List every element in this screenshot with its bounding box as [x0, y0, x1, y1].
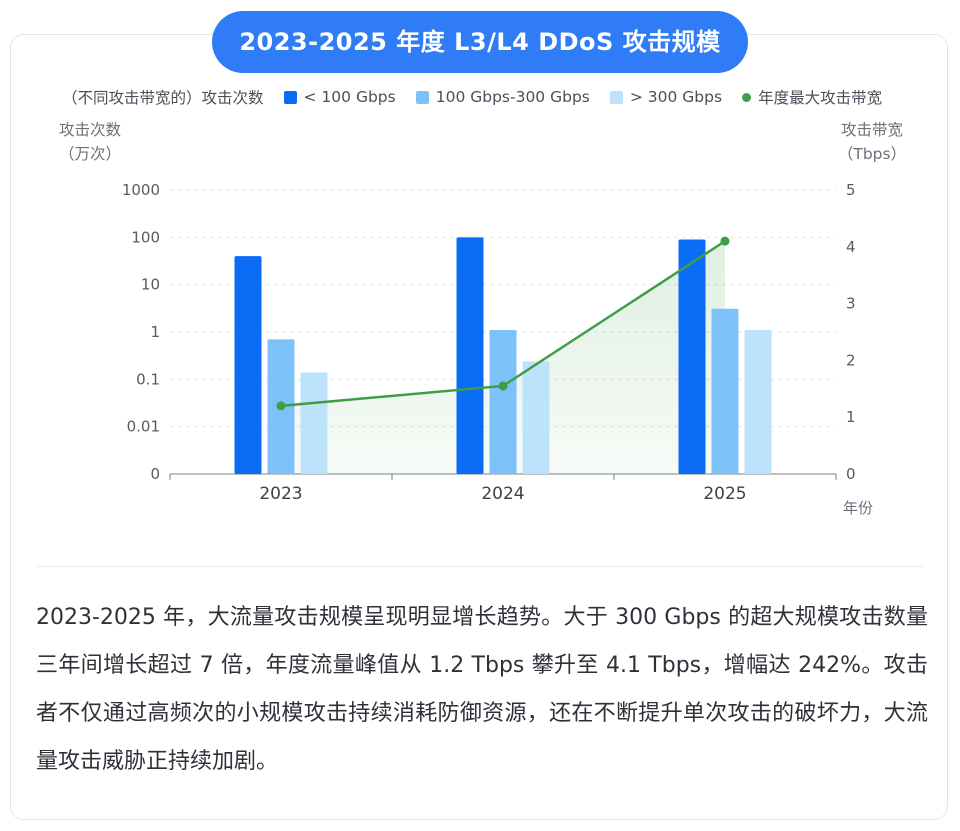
bar — [489, 330, 517, 474]
left-tick-label: 1 — [150, 323, 160, 341]
left-tick-label: 100 — [131, 228, 160, 246]
right-tick-label: 0 — [846, 465, 856, 483]
bar — [744, 330, 772, 474]
legend-prefix: （不同攻击带宽的）攻击次数 — [62, 89, 264, 107]
left-tick-label: 0.1 — [136, 370, 160, 388]
legend-swatch-lt100 — [283, 90, 297, 104]
legend-label-100-300: 100 Gbps-300 Gbps — [435, 88, 590, 106]
chart-plot: 0 0.01 0.1 1 10 100 1000 0 1 2 3 4 5 2023 2024 2025 年份 — [122, 181, 873, 517]
left-tick-label: 0.01 — [127, 418, 160, 436]
bar — [234, 256, 262, 474]
right-tick-label: 1 — [846, 408, 856, 426]
legend-item-100-300: 100 Gbps-300 Gbps — [415, 88, 590, 106]
legend-swatch-gt300 — [609, 90, 623, 104]
line-point — [720, 236, 730, 246]
legend-label-max-bandwidth: 年度最大攻击带宽 — [758, 89, 883, 107]
line-point — [498, 381, 508, 391]
line-area-fill — [281, 241, 725, 474]
bar — [300, 372, 328, 474]
left-tick-label: 1000 — [122, 181, 160, 199]
left-tick-label: 10 — [141, 276, 160, 294]
right-tick-label: 3 — [846, 295, 856, 313]
left-axis-title-line2: （万次） — [58, 145, 121, 163]
line-point — [276, 401, 286, 411]
bar — [456, 237, 484, 474]
legend-dot-max-bandwidth — [742, 92, 752, 102]
legend-item-gt300: > 300 Gbps — [609, 88, 723, 106]
right-tick-label: 4 — [846, 238, 856, 256]
legend-label-gt300: > 300 Gbps — [629, 88, 723, 106]
legend-label-lt100: < 100 Gbps — [303, 88, 396, 106]
chart-title: 2023-2025 年度 L3/L4 DDoS 攻击规模 — [212, 11, 748, 73]
legend-swatch-100-300 — [415, 90, 429, 104]
left-tick-label: 0 — [150, 465, 160, 483]
right-tick-label: 5 — [846, 181, 856, 199]
bar — [711, 308, 739, 474]
x-axis-title: 年份 — [843, 499, 873, 517]
legend-item-lt100: < 100 Gbps — [283, 88, 396, 106]
x-tick-label: 2025 — [703, 484, 746, 504]
right-axis-title-line1: 攻击带宽 — [840, 121, 903, 139]
x-tick-label: 2024 — [481, 484, 524, 504]
right-axis-title: 攻击带宽 （Tbps） — [830, 118, 914, 166]
left-axis-title: 攻击次数 （万次） — [48, 118, 132, 166]
right-axis-title-line2: （Tbps） — [837, 145, 907, 163]
x-tick-label: 2023 — [259, 484, 302, 504]
left-axis-title-line1: 攻击次数 — [58, 121, 121, 139]
description-text: 2023-2025 年，大流量攻击规模呈现明显增长趋势。大于 300 Gbps … — [36, 605, 928, 774]
bar — [522, 361, 550, 474]
bar — [678, 239, 706, 474]
right-tick-label: 2 — [846, 351, 856, 369]
divider — [36, 566, 924, 567]
legend: （不同攻击带宽的）攻击次数 < 100 Gbps 100 Gbps-300 Gb… — [62, 86, 882, 108]
legend-item-max-bandwidth: 年度最大攻击带宽 — [742, 86, 882, 108]
